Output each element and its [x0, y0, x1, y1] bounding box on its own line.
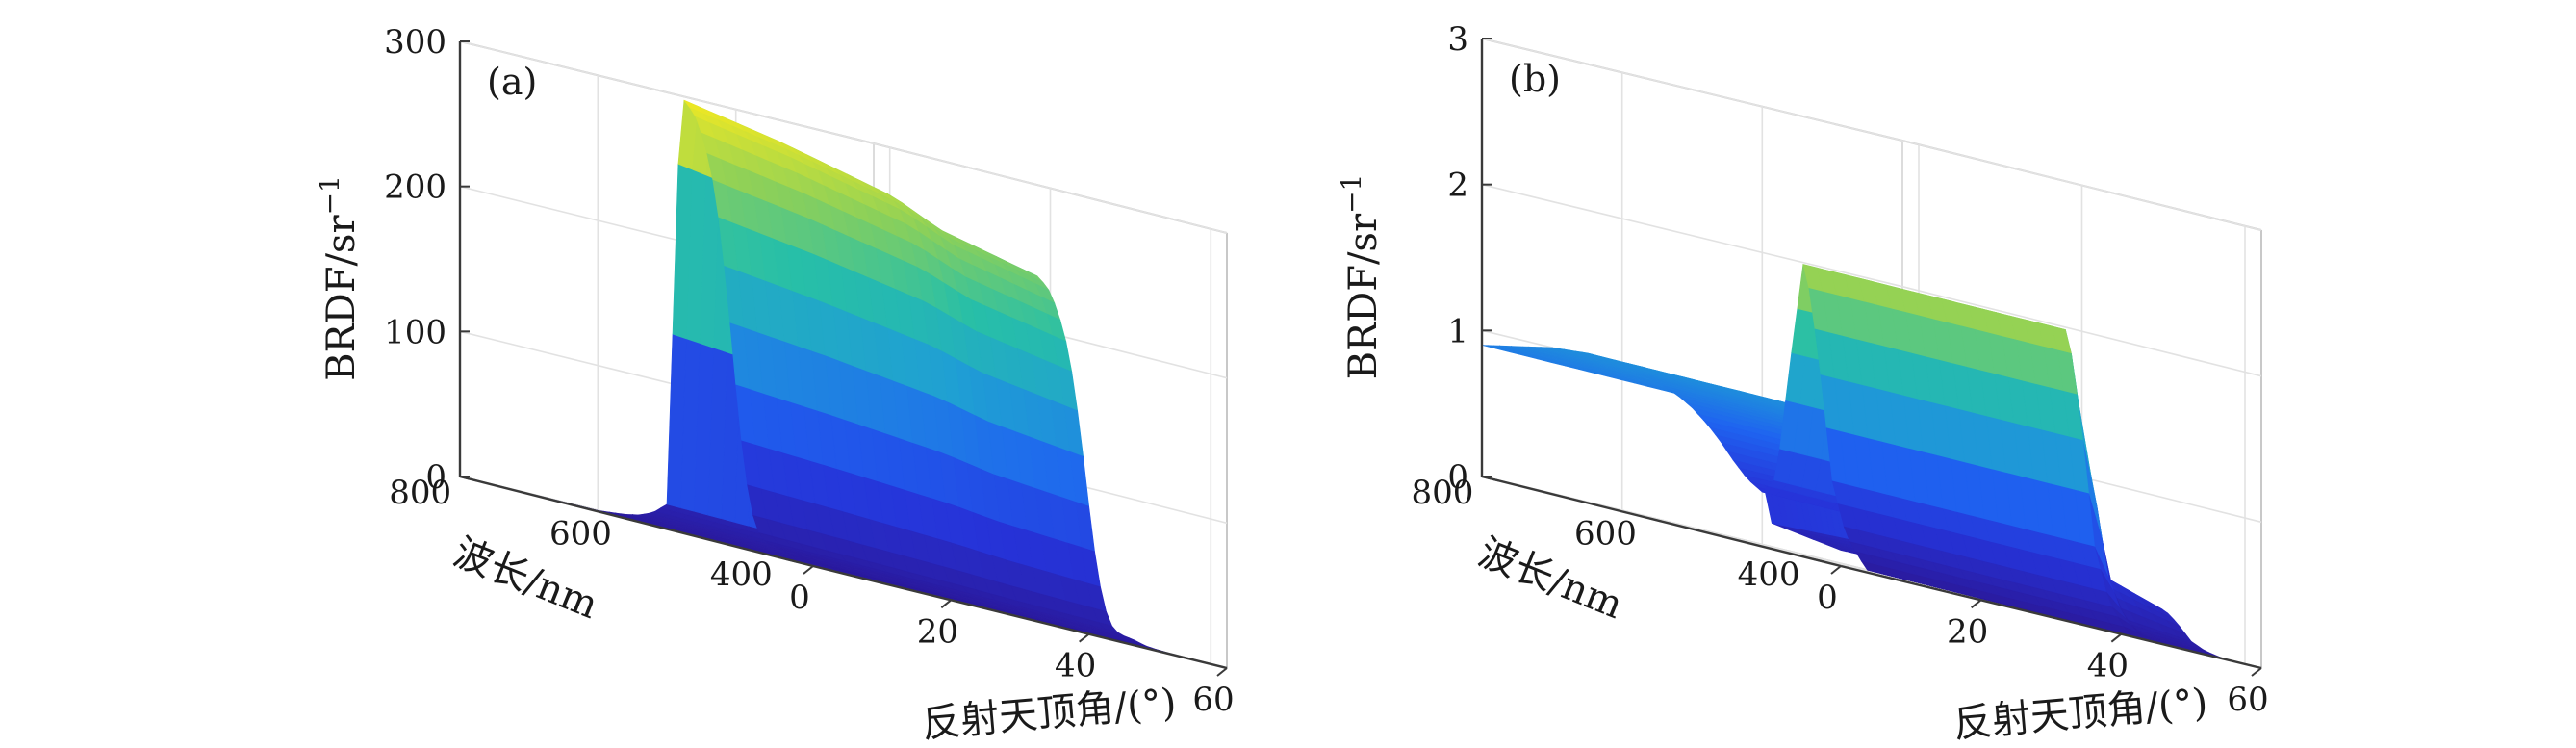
x-axis-label: 反射天顶角/(°): [921, 681, 1179, 743]
x-tick-mark: [940, 599, 952, 609]
surface: [1481, 264, 2262, 669]
x-tick-mark: [803, 565, 814, 575]
y-tick-label: 400: [710, 555, 773, 594]
panel-a-chart: 02040604006008000100200300反射天顶角/(°)波长/nm…: [314, 23, 1235, 747]
y-tick-label: 600: [1574, 515, 1637, 554]
z-tick-label: 300: [384, 23, 446, 62]
z-axis-label-exponent: −1: [1336, 174, 1367, 214]
panel-label: (a): [487, 61, 537, 103]
x-tick-label: 20: [917, 612, 958, 651]
z-tick-label: 1: [1447, 312, 1468, 350]
z-axis-label-base: BRDF/sr: [1341, 213, 1386, 379]
y-tick-label: 800: [389, 474, 451, 512]
x-tick-mark: [1216, 667, 1228, 677]
surface-patch: [867, 577, 888, 582]
x-tick-mark: [1830, 565, 1842, 575]
z-axis-label: BRDF/sr−1: [314, 175, 364, 381]
z-tick-label: 100: [384, 313, 446, 351]
panel-label: (b): [1509, 58, 1561, 100]
y-tick-label: 600: [549, 515, 612, 554]
x-tick-label: 20: [1947, 612, 1988, 651]
x-tick-label: 60: [1192, 681, 1234, 719]
y-tick-label: 400: [1738, 555, 1800, 594]
panel-b-chart: 02040604006008000123反射天顶角/(°)波长/nmBRDF/s…: [1336, 20, 2269, 747]
x-tick-label: 40: [2087, 647, 2129, 685]
x-axis-label: 反射天顶角/(°): [1951, 681, 2209, 743]
z-tick-label: 0: [1447, 458, 1468, 497]
x-tick-label: 60: [2227, 681, 2268, 719]
z-axis-label-base: BRDF/sr: [319, 215, 364, 381]
z-tick-label: 200: [384, 168, 446, 207]
x-tick-label: 0: [1817, 579, 1838, 617]
x-axis-line: [812, 564, 1228, 670]
y-tick-mark: [625, 517, 637, 523]
surface-patch: [1896, 577, 1917, 582]
x-tick-mark: [1971, 599, 1982, 609]
z-tick-label: 3: [1447, 20, 1468, 59]
z-gridline: [1481, 38, 2262, 231]
z-tick-label: 2: [1447, 167, 1468, 205]
x-tick-label: 40: [1055, 647, 1096, 685]
x-tick-mark: [2251, 667, 2262, 677]
y-tick-mark: [1649, 517, 1662, 523]
z-axis-label: BRDF/sr−1: [1336, 174, 1386, 380]
x-axis-line: [1840, 564, 2262, 670]
y-tick-mark: [1486, 477, 1499, 482]
y-tick-mark: [1812, 557, 1825, 563]
y-tick-mark: [464, 477, 476, 482]
x-tick-mark: [1079, 632, 1090, 643]
x-tick-mark: [2110, 632, 2122, 643]
y-tick-label: 800: [1412, 474, 1474, 512]
x-tick-label: 0: [789, 579, 810, 617]
z-tick-label: 0: [425, 458, 446, 497]
z-axis-label-exponent: −1: [314, 175, 345, 215]
y-tick-mark: [785, 557, 798, 563]
